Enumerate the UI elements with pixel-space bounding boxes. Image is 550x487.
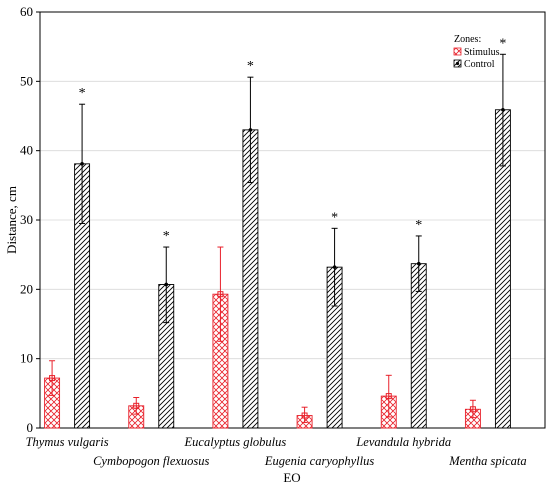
y-tick-label: 40 bbox=[20, 143, 33, 158]
y-tick-label: 20 bbox=[20, 281, 33, 296]
significance-marker: * bbox=[331, 210, 338, 225]
legend-label-control: Control bbox=[464, 59, 495, 70]
mean-marker bbox=[416, 261, 421, 266]
significance-marker: * bbox=[79, 86, 86, 101]
mean-marker bbox=[133, 402, 140, 409]
mean-marker bbox=[332, 265, 337, 269]
x-tick-label: Eucalyptus globulus bbox=[184, 435, 287, 449]
significance-marker: * bbox=[247, 59, 254, 74]
y-axis-label: Distance, cm bbox=[4, 186, 19, 254]
x-axis-label: EO bbox=[283, 470, 300, 485]
mean-marker bbox=[385, 393, 392, 400]
x-tick-label: Levandula hybrida bbox=[355, 435, 451, 449]
mean-marker bbox=[217, 291, 224, 298]
significance-marker: * bbox=[415, 218, 422, 233]
y-axis: 0 10 20 30 40 50 60 bbox=[20, 4, 40, 435]
y-tick-label: 30 bbox=[20, 212, 33, 227]
y-tick-label: 0 bbox=[27, 420, 34, 435]
legend-label-stimulus: Stimulus bbox=[464, 47, 500, 58]
legend-title: Zones: bbox=[454, 34, 481, 45]
x-tick-label: Mentha spicata bbox=[448, 454, 526, 468]
mean-marker bbox=[301, 412, 308, 419]
y-tick-label: 60 bbox=[20, 4, 33, 19]
x-tick-label: Cymbopogon flexuosus bbox=[93, 454, 209, 468]
y-tick-label: 50 bbox=[20, 73, 33, 88]
y-tick-label: 10 bbox=[20, 351, 33, 366]
mean-marker bbox=[248, 128, 253, 132]
mean-marker bbox=[49, 375, 56, 382]
bars: * * * * * * bbox=[44, 36, 511, 429]
grid-lines bbox=[40, 80, 545, 360]
mean-marker bbox=[164, 282, 169, 287]
significance-marker: * bbox=[163, 229, 170, 244]
legend: Zones: Stimulus Control bbox=[453, 34, 500, 70]
mean-marker bbox=[469, 406, 476, 413]
x-axis-tick-labels: Thymus vulgaris Cymbopogon flexuosus Eucal… bbox=[26, 435, 527, 468]
legend-swatch-stimulus bbox=[453, 47, 462, 56]
significance-marker: * bbox=[499, 36, 506, 51]
x-tick-label: Thymus vulgaris bbox=[26, 435, 109, 449]
mean-marker bbox=[80, 162, 84, 166]
legend-marker-control bbox=[455, 61, 460, 66]
mean-marker bbox=[501, 107, 505, 112]
x-tick-label: Eugenia caryophyllus bbox=[264, 454, 374, 468]
